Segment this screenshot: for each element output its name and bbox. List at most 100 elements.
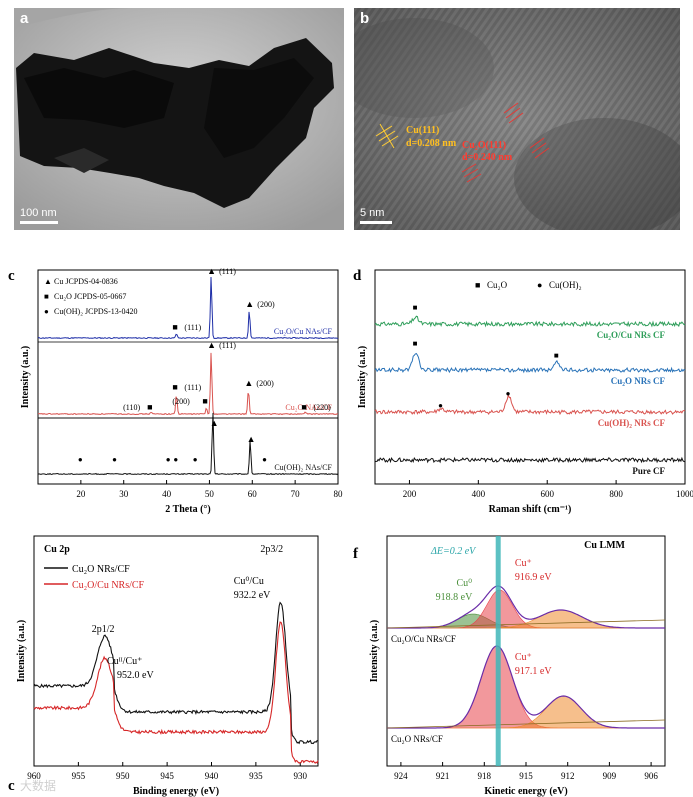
raman-tick-label: 800 xyxy=(609,489,623,499)
xrd-peak-marker: ■ xyxy=(172,382,177,392)
xrd-peak-marker: ■ xyxy=(172,322,177,332)
raman-series-label: Pure CF xyxy=(632,466,665,476)
xrd-xlabel: 2 Theta (°) xyxy=(165,504,210,515)
xps-tick-label: 935 xyxy=(249,771,263,781)
xrd-legend-label: Cu JCPDS-04-0836 xyxy=(54,277,118,286)
raman-chart: 200 400 600 800 1000 Raman shift (cm⁻¹) Intens… xyxy=(353,268,693,515)
xrd-series-label: Cu(OH)₂ NAs/CF xyxy=(274,463,332,472)
xrd-peak-marker: ▲ xyxy=(210,418,219,428)
xrd-dot-marker: ● xyxy=(193,455,198,464)
raman-dot-marker: ● xyxy=(438,401,443,410)
xrd-peak-marker: ■ xyxy=(147,402,152,412)
raman-dot-marker: ● xyxy=(506,389,511,398)
raman-ylabel: Intensity (a.u.) xyxy=(357,346,368,409)
xrd-dot-marker: ● xyxy=(166,455,171,464)
xrd-legend-marker: ■ xyxy=(44,292,49,301)
xrd-legend-marker: ● xyxy=(44,307,49,316)
lmm-tick-label: 918 xyxy=(478,771,492,781)
xrd-peak-marker: ■ xyxy=(301,402,306,412)
lmm-annotation: Cu⁺ xyxy=(515,652,532,663)
xrd-series-1 xyxy=(37,352,339,416)
lmm-series-label: Cu₂O/Cu NRs/CF xyxy=(391,634,456,644)
xrd-tick-label: 70 xyxy=(291,489,301,499)
cu2o-label-2: d=0.240 nm xyxy=(462,152,513,163)
xps-frame xyxy=(33,535,319,767)
scale-bar-a-text: 100 nm xyxy=(20,207,57,219)
lmm-annotation: 916.9 eV xyxy=(515,572,552,583)
xrd-peak-marker: ▲ xyxy=(245,299,254,309)
xrd-dot-marker: ● xyxy=(173,455,178,464)
xrd-chart: 20 30 40 50 60 70 80 2 Theta (°) Intensity (a.u.… xyxy=(8,266,344,515)
panel-label-d: d xyxy=(353,268,362,284)
raman-tick-label: 400 xyxy=(472,489,486,499)
cu-label-1: Cu(111) xyxy=(406,125,440,136)
lmm-tick-label: 909 xyxy=(603,771,617,781)
tem-b-graphic xyxy=(354,8,680,230)
lmm-tick-label: 915 xyxy=(519,771,533,781)
raman-square-marker: ■ xyxy=(413,339,418,348)
cu2o-lattice-marker xyxy=(461,102,550,183)
xrd-legend-marker: ▲ xyxy=(44,277,52,286)
lmm-tick-label: 921 xyxy=(436,771,450,781)
xrd-tick-label: 80 xyxy=(334,489,344,499)
raman-xlabel: Raman shift (cm⁻¹) xyxy=(489,504,572,515)
raman-tick-label: 600 xyxy=(540,489,554,499)
lmm-top-fit xyxy=(387,589,665,629)
xrd-series-label: Cu₂O/Cu NAs/CF xyxy=(274,327,333,336)
lmm-annotation: 918.8 eV xyxy=(436,592,473,603)
lmm-frame xyxy=(386,535,666,767)
xps-tick-label: 950 xyxy=(116,771,130,781)
raman-series-0 xyxy=(374,315,686,328)
lmm-tick-label: 912 xyxy=(561,771,575,781)
raman-legend-marker: ● xyxy=(537,280,542,290)
lmm-delta-label: ΔE=0.2 eV xyxy=(430,546,477,557)
xrd-peak-label: (111) xyxy=(219,341,236,350)
xrd-peak-marker: ■ xyxy=(202,396,207,406)
xps-tick-label: 940 xyxy=(205,771,219,781)
lmm-bottom-fit-envelope xyxy=(387,645,665,729)
lmm-bottom-fit-baseline xyxy=(386,719,666,729)
lmm-annotation: Cu⁰ xyxy=(457,578,473,589)
xrd-peak-label: (110) xyxy=(123,403,140,412)
xrd-dot-marker: ● xyxy=(262,455,267,464)
raman-series-1 xyxy=(374,352,686,374)
xps-line-cu2o xyxy=(33,601,319,745)
xps-annotation: 932.2 eV xyxy=(234,590,271,601)
lmm-top-fit-baseline xyxy=(386,619,666,629)
panel-label-a: a xyxy=(20,10,29,27)
tem-image-a: a 100 nm xyxy=(14,8,344,230)
panel-label-f: f xyxy=(353,546,359,562)
xps-tick-label: 930 xyxy=(294,771,308,781)
xps-legend-label: Cu₂O NRs/CF xyxy=(72,564,130,575)
xrd-peak-label: (111) xyxy=(184,323,201,332)
raman-series-label: Cu(OH)₂ NRs CF xyxy=(598,418,666,428)
xrd-peak-label: (200) xyxy=(256,379,274,388)
xrd-tick-label: 20 xyxy=(76,489,86,499)
lmm-chart: 924 921 918 915 912 909 906 Kinetic energy (eV)… xyxy=(353,535,666,797)
raman-legend-marker: ■ xyxy=(475,280,480,290)
xrd-series-0 xyxy=(37,276,339,340)
cu2o-label-1: Cu₂O(111) xyxy=(462,140,507,151)
xps-xlabel: Binding energy (eV) xyxy=(133,786,219,797)
xrd-series-2 xyxy=(37,412,339,476)
xrd-peak-marker: ▲ xyxy=(207,266,216,276)
raman-tick-label: 1000 xyxy=(676,489,693,499)
xps-tick-label: 960 xyxy=(27,771,41,781)
xrd-peak-label: (111) xyxy=(219,267,236,276)
raman-square-marker: ■ xyxy=(413,303,418,312)
raman-frame xyxy=(374,269,686,485)
panel-label-c2: c xyxy=(8,778,15,794)
scale-bar-a-line xyxy=(20,221,58,224)
raman-series-3 xyxy=(374,456,686,464)
lmm-series-label: Cu₂O NRs/CF xyxy=(391,734,443,744)
xrd-frame xyxy=(37,269,339,485)
tem-a-graphic xyxy=(14,8,344,230)
xps-tick-label: 945 xyxy=(160,771,174,781)
xrd-peak-marker: ▲ xyxy=(207,340,216,350)
xrd-series-label: Cu₂O NAs/CF xyxy=(285,403,332,412)
xps-line-cu2o-cu xyxy=(33,621,319,764)
lmm-top-fit-envelope xyxy=(387,585,665,629)
lmm-annotation: Cu⁺ xyxy=(515,558,532,569)
xrd-peak-marker: ▲ xyxy=(244,378,253,388)
xrd-legend-label: Cu(OH)₂ JCPDS-13-0420 xyxy=(54,307,137,316)
